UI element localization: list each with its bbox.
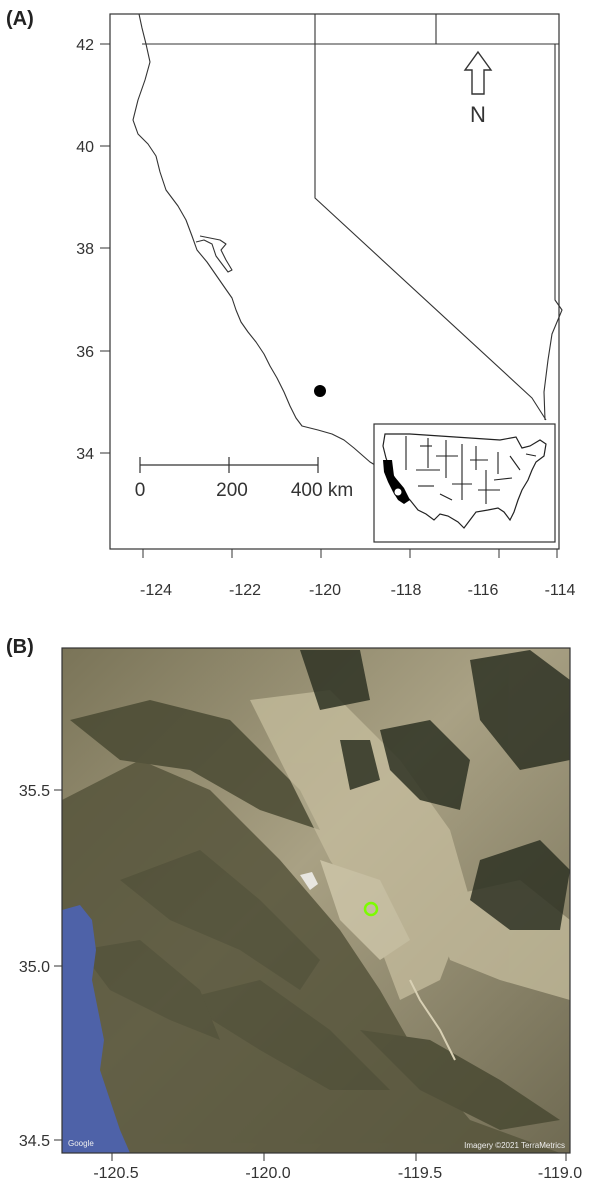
panel-a-label: (A)	[6, 8, 34, 30]
y-tick-label: 42	[76, 37, 94, 54]
imagery-attribution: Imagery ©2021 TerraMetrics	[464, 1141, 565, 1150]
x-tick-label: -120.5	[93, 1165, 138, 1182]
panel-a-y-axis: 42 40 38 36 34	[76, 37, 110, 463]
scale-bar-label: 400 km	[291, 480, 353, 501]
panel-b-x-axis: -120.5 -120.0 -119.5 -119.0	[93, 1153, 582, 1182]
inset-site-marker	[393, 487, 403, 497]
panel-a-x-axis: -124 -122 -120 -118 -116 -114	[140, 549, 576, 599]
nevada-utah-border	[543, 44, 563, 421]
scale-bar: 0 200 400 km	[135, 457, 353, 501]
panel-b-map: Google Imagery ©2021 TerraMetrics 35.5 3…	[19, 647, 582, 1182]
california-coastline	[132, 13, 381, 469]
x-tick-label: -120	[309, 582, 341, 599]
x-tick-label: -114	[545, 582, 576, 599]
x-tick-label: -119.0	[538, 1165, 582, 1182]
x-tick-label: -116	[468, 582, 499, 599]
north-label: N	[470, 102, 486, 127]
panel-b-label: (B)	[6, 636, 34, 658]
north-arrow-icon	[463, 50, 493, 95]
y-tick-label: 34	[76, 446, 94, 463]
x-tick-label: -120.0	[245, 1165, 290, 1182]
x-tick-label: -118	[391, 582, 422, 599]
state-boundaries	[132, 13, 563, 469]
y-tick-label: 38	[76, 241, 94, 258]
x-tick-label: -124	[140, 582, 172, 599]
x-tick-label: -119.5	[398, 1165, 442, 1182]
google-attribution: Google	[68, 1139, 94, 1148]
panel-b-y-axis: 35.5 35.0 34.5	[19, 783, 62, 1150]
california-highlight	[383, 460, 410, 504]
satellite-imagery	[62, 648, 570, 1153]
x-tick-label: -122	[229, 582, 261, 599]
y-tick-label: 40	[76, 139, 94, 156]
y-tick-label: 34.5	[19, 1133, 50, 1150]
inset-state-lines	[405, 436, 537, 504]
scale-bar-label: 0	[135, 480, 146, 501]
study-site-marker	[314, 385, 326, 397]
panel-b-frame	[61, 647, 571, 1154]
y-tick-label: 35.0	[19, 959, 50, 976]
y-tick-label: 35.5	[19, 783, 50, 800]
panel-a-map: 42 40 38 36 34 -124 -122 -120 -118 -116 …	[76, 13, 576, 599]
study-site-marker	[363, 901, 379, 917]
sf-bay-outline	[195, 235, 233, 273]
y-tick-label: 36	[76, 344, 94, 361]
pacific-ocean	[62, 905, 130, 1153]
north-arrow: N	[463, 50, 493, 127]
usa-inset-map	[373, 423, 556, 543]
scale-bar-label: 200	[216, 480, 248, 501]
california-nevada-border	[314, 14, 547, 421]
